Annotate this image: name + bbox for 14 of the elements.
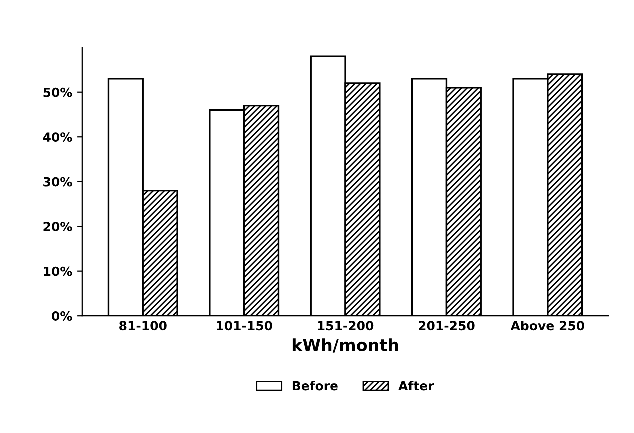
y-tick-label: 0% [52, 312, 72, 322]
x-axis-title: kWh/month [292, 338, 398, 353]
x-tick-label: Above 250 [510, 320, 584, 331]
y-tick-label: 30% [44, 177, 72, 187]
x-tick-label: 101-150 [217, 321, 272, 331]
legend-label: After [398, 381, 434, 391]
x-tick-label: 81-100 [120, 321, 167, 331]
y-tick-label: 50% [44, 88, 72, 98]
y-tick-label: 10% [44, 266, 72, 276]
y-tick-label: 20% [44, 222, 72, 232]
legend-label: Before [292, 381, 338, 391]
y-tick-label: 40% [43, 132, 72, 142]
x-tick-label: 201-250 [419, 321, 475, 331]
x-tick-label: 151-200 [318, 321, 374, 331]
